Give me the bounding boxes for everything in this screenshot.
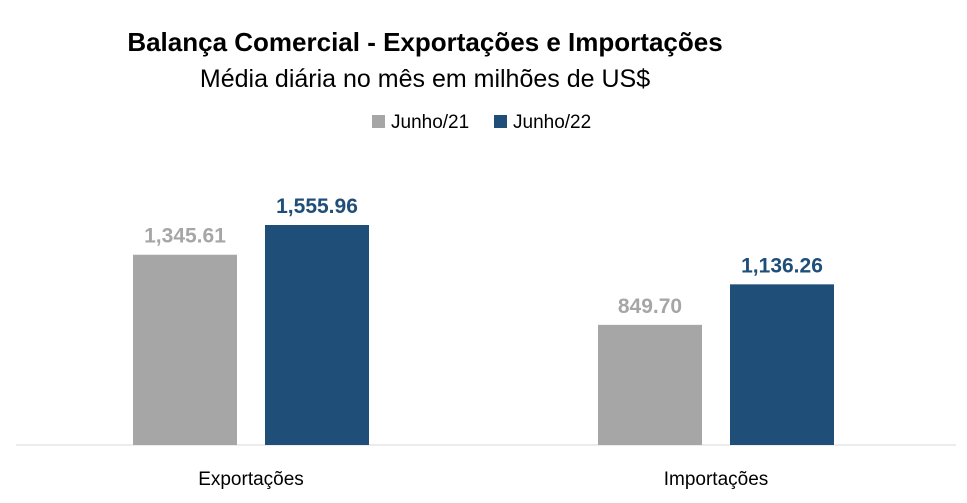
chart-title: Balança Comercial - Exportações e Import… [127,27,722,57]
bar-importacoes-0 [598,324,702,445]
legend-swatch-0 [372,115,385,128]
data-label-exportacoes-1: 1,555.96 [276,195,358,218]
legend: Junho/21 Junho/22 [372,112,591,133]
chart-subtitle: Média diária no mês em milhões de US$ [200,65,650,93]
data-labels: 1,345.61 1,555.96 849.70 1,136.26 [144,195,823,318]
bars [133,225,834,445]
data-label-importacoes-0: 849.70 [618,295,682,318]
data-label-importacoes-1: 1,136.26 [741,254,823,277]
legend-label-0: Junho/21 [391,112,469,133]
category-label-exportacoes: Exportações [198,469,304,490]
legend-label-1: Junho/22 [513,112,591,133]
bar-exportacoes-1 [265,225,369,445]
bar-importacoes-1 [730,284,834,445]
bar-exportacoes-0 [133,254,237,445]
legend-swatch-1 [494,115,507,128]
data-label-exportacoes-0: 1,345.61 [144,225,226,248]
category-label-importacoes: Importações [664,469,769,490]
